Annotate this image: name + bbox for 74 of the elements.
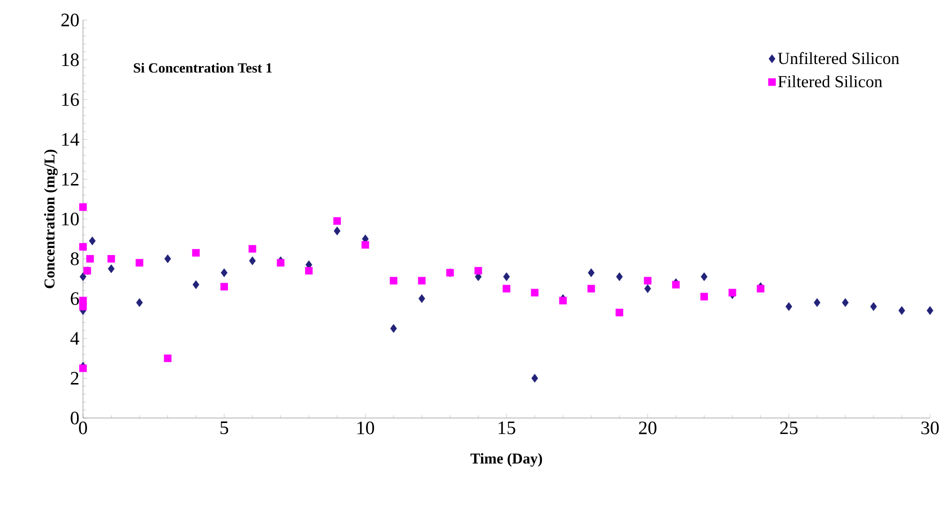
x-tick-label: 5	[220, 422, 228, 434]
point	[786, 302, 792, 311]
y-tick-label: 0	[70, 412, 79, 424]
x-tick-label: 10	[358, 422, 374, 434]
point	[390, 324, 397, 333]
point	[192, 280, 200, 290]
point	[79, 302, 87, 310]
point	[418, 294, 426, 303]
point	[926, 306, 934, 315]
point	[502, 284, 510, 292]
point	[756, 284, 764, 292]
y-tick-label: 8	[70, 252, 79, 266]
point	[700, 292, 708, 300]
x-tick-label: 25	[780, 422, 798, 434]
point	[305, 266, 313, 275]
point	[333, 217, 341, 225]
x-tick-label: 0	[78, 422, 88, 434]
y-tick-label: 18	[62, 53, 79, 66]
point	[616, 308, 624, 316]
point	[700, 272, 708, 282]
y-tick-label: 14	[62, 133, 80, 146]
point	[248, 245, 256, 253]
point	[108, 264, 115, 274]
point	[79, 203, 87, 211]
point	[587, 284, 595, 292]
point	[220, 268, 228, 278]
y-tick-label: 16	[62, 93, 79, 106]
point	[164, 354, 172, 362]
y-tick-label: 2	[70, 372, 78, 384]
point	[88, 236, 96, 246]
point	[418, 276, 426, 284]
point	[249, 256, 256, 266]
point	[616, 272, 623, 282]
point	[503, 272, 510, 282]
point	[644, 276, 652, 284]
x-axis-title: Time (Day)	[470, 453, 542, 467]
point	[107, 255, 116, 263]
point	[276, 258, 284, 267]
point	[390, 276, 398, 284]
point	[86, 255, 94, 263]
point	[80, 272, 86, 282]
y-tick-label: 4	[70, 332, 80, 345]
point	[334, 226, 340, 236]
point	[220, 282, 228, 290]
y-tick-label: 20	[61, 14, 79, 26]
legend-label: Filtered Silicon	[778, 75, 882, 88]
point	[362, 241, 370, 249]
x-tick-label: 15	[498, 422, 516, 434]
point	[136, 298, 143, 307]
x-tick-label: 20	[639, 422, 656, 434]
point	[559, 296, 567, 304]
text: Si Concentration Test 1	[134, 62, 272, 73]
point	[672, 280, 680, 288]
y-tick-label: 10	[62, 212, 79, 226]
point	[79, 243, 87, 251]
y-tick-label: 12	[62, 172, 78, 186]
y-tick-label: 6	[70, 292, 79, 305]
point	[728, 288, 736, 296]
point	[474, 266, 482, 275]
point	[842, 298, 849, 307]
x-tick-label: 30	[921, 422, 939, 434]
point	[644, 284, 652, 294]
point	[530, 288, 539, 296]
point	[814, 298, 820, 307]
point	[531, 374, 538, 383]
point	[79, 364, 87, 372]
y-axis-title: Concentration (mg/L)	[44, 150, 58, 288]
point	[898, 306, 906, 315]
point	[164, 254, 172, 264]
legend-label: Unfiltered Silicon	[778, 52, 900, 64]
point	[136, 258, 144, 267]
point	[870, 302, 877, 311]
point	[588, 268, 595, 278]
point	[192, 249, 200, 257]
